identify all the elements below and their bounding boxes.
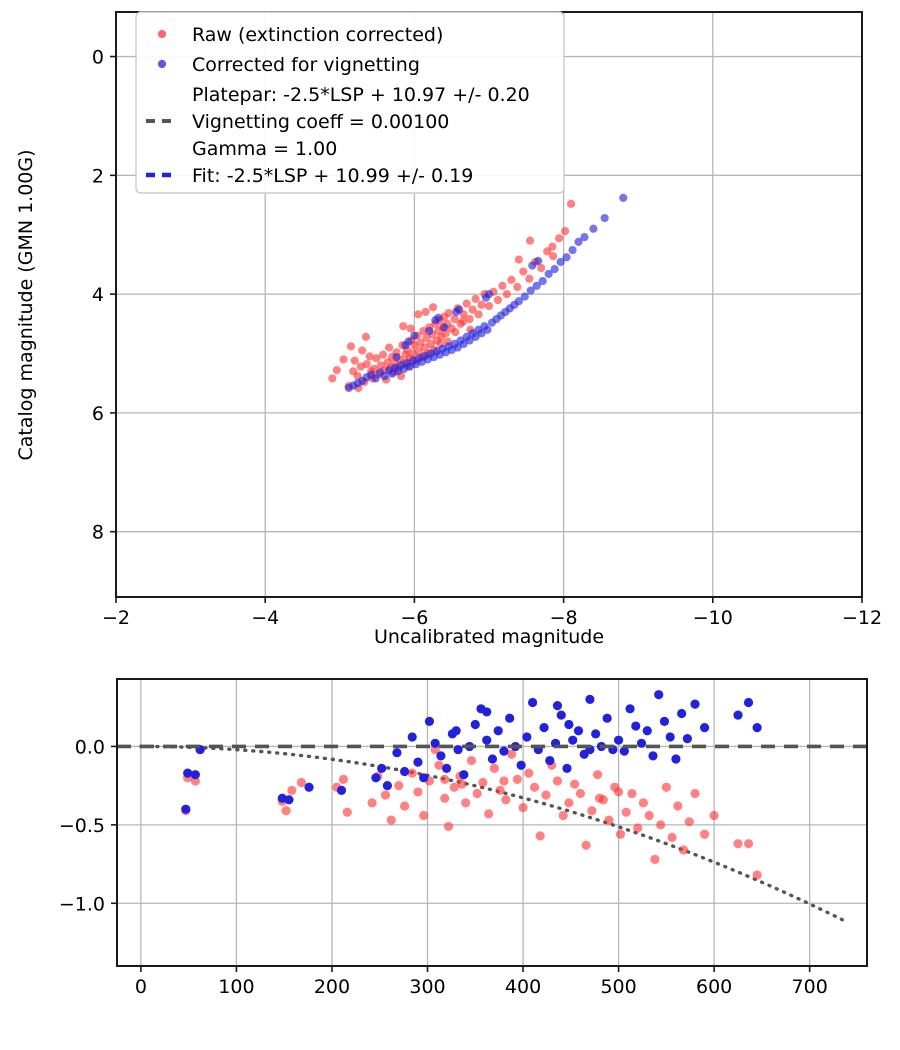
bottom-y-tick: −0.5 [59,815,105,837]
top-x-tick: −8 [550,607,578,629]
top-tick-labels: −2 −4 −6 −8 −10 −12 0 2 4 6 8 [92,47,882,629]
top-y-tick: 8 [92,522,104,544]
top-y-tick: 4 [92,284,104,306]
top-y-axis-label: Catalog magnitude (GMN 1.00G) [15,149,37,460]
legend-label-platepar-2: Gamma = 1.00 [192,138,337,160]
bottom-gridlines [117,679,867,966]
top-scatter-points [328,193,628,393]
top-x-tick: −10 [693,607,733,629]
top-x-tick: −6 [400,607,428,629]
photometric-calibration-plot: −2 −4 −6 −8 −10 −12 0 2 4 6 8 Uncalibrated magnitu… [15,11,882,648]
legend-label-platepar-1: Vignetting coeff = 0.00100 [192,111,449,133]
bottom-x-tick: 100 [218,976,254,998]
top-y-tick: 0 [92,47,104,69]
bottom-y-tick: 0.0 [75,736,105,758]
legend-label-corrected: Corrected for vignetting [192,54,420,76]
bottom-x-tick: 200 [314,976,350,998]
bottom-x-tick: 0 [135,976,147,998]
bottom-x-tick: 700 [792,976,828,998]
top-y-tick: 2 [92,165,104,187]
bottom-x-tick: 400 [505,976,541,998]
top-y-tick: 6 [92,403,104,425]
bottom-scatter-points [181,690,762,880]
bottom-tick-labels: 0 100 200 300 400 500 600 700 0.0 −0.5 −1.0 [59,736,828,998]
bottom-x-tick: 600 [696,976,732,998]
top-x-tick: −4 [251,607,279,629]
legend-label-raw: Raw (extinction corrected) [192,24,443,46]
top-x-axis-label: Uncalibrated magnitude [374,626,604,648]
top-x-tick: −12 [842,607,882,629]
legend-label-fit: Fit: -2.5*LSP + 10.99 +/- 0.19 [192,165,473,187]
bottom-x-tick: 500 [600,976,636,998]
bottom-x-tick: 300 [409,976,445,998]
bottom-axes-frame [116,678,868,967]
bottom-y-tick: −1.0 [59,893,105,915]
top-legend: Raw (extinction corrected) Corrected for … [135,11,565,194]
top-x-tick: −2 [102,607,130,629]
legend-label-platepar-0: Platepar: -2.5*LSP + 10.97 +/- 0.20 [192,84,530,106]
